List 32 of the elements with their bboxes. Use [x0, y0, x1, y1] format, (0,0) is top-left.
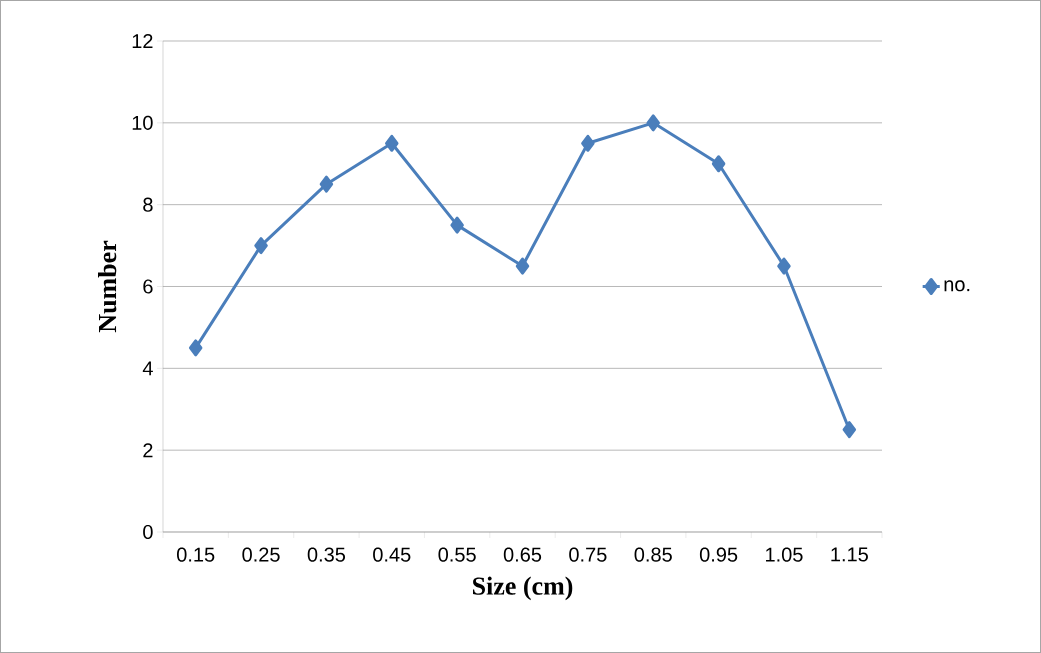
x-tick-label: 0.95 [699, 547, 738, 562]
point [711, 155, 726, 173]
point [450, 216, 464, 234]
x-tick-label: 0.65 [503, 547, 542, 562]
y-tick-label: 0 [143, 524, 153, 540]
x-tick-label: 0.85 [634, 547, 672, 562]
y-tick-label: 2 [143, 443, 153, 458]
x-tick-label: 0.15 [177, 547, 215, 562]
point [385, 134, 399, 152]
y-tick-label: 6 [143, 279, 153, 294]
x-tick-label: 1.05 [766, 547, 803, 562]
y-tick-label: 10 [132, 115, 153, 130]
legend-label: no. [944, 280, 970, 292]
point [777, 257, 791, 275]
point [254, 237, 268, 255]
point [188, 339, 203, 357]
point [842, 421, 857, 439]
point [646, 114, 660, 132]
x-tick-label: 1.15 [831, 547, 868, 562]
x-tick-label: 0.25 [242, 547, 280, 562]
x-tick-label: 0.35 [307, 547, 346, 562]
x-tick-label: 0.75 [569, 547, 607, 562]
x-tick-label: 0.55 [438, 547, 476, 562]
y-axis-title: Number [98, 240, 117, 333]
y-tick-label: 12 [132, 34, 153, 48]
y-tick-label: 4 [142, 361, 153, 376]
y-tick-label: 8 [143, 197, 153, 212]
point [515, 257, 530, 275]
x-tick-label: 0.45 [373, 547, 411, 562]
x-axis-title: Size (cm) [473, 576, 573, 601]
point [319, 175, 334, 193]
point [581, 134, 595, 152]
